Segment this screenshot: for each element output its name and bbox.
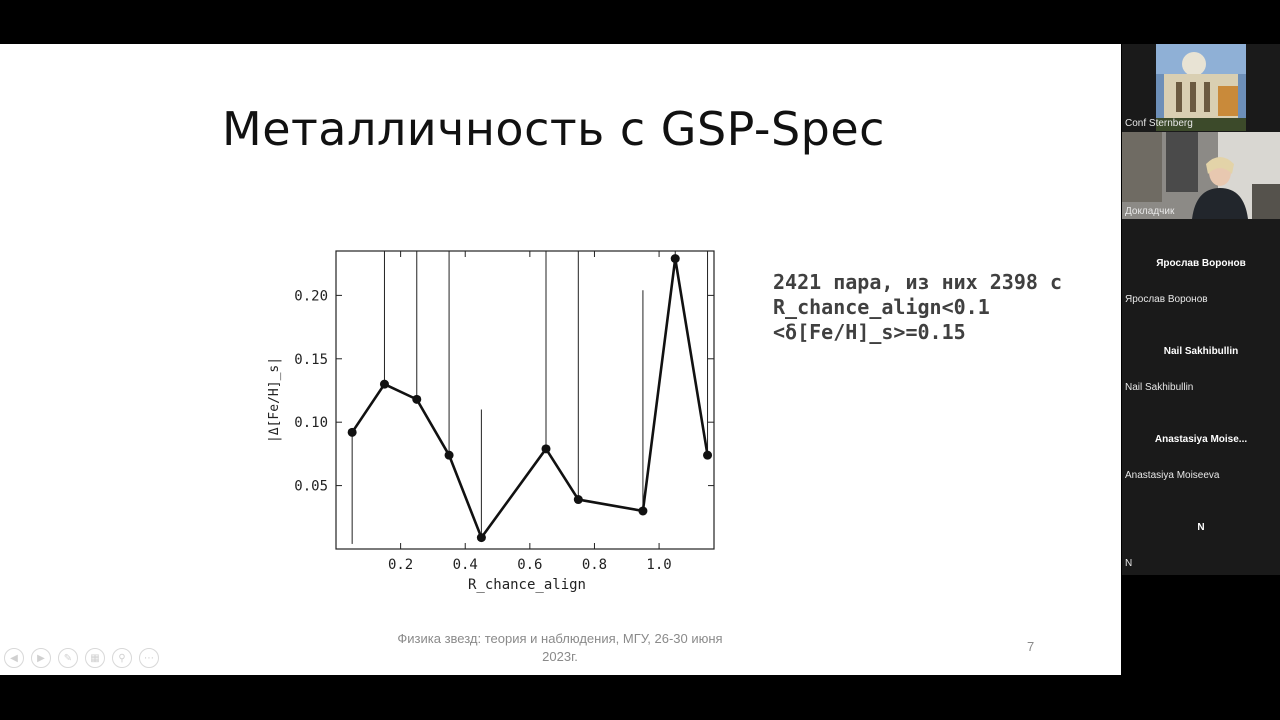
participant-tile-n[interactable]: N N xyxy=(1122,484,1280,571)
pen-icon[interactable]: ✎ xyxy=(58,648,78,668)
presentation-slide: Металличность с GSP-Spec 0.2 0.4 0.6 0.8 1.0… xyxy=(0,44,1121,675)
x-tick-label: 0.6 xyxy=(517,557,542,573)
slides-icon[interactable]: ▦ xyxy=(85,648,105,668)
stats-text: 2421 пара, из них 2398 с R_chance_align<… xyxy=(773,270,1062,345)
participant-display-name: Anastasiya Moise... xyxy=(1154,434,1248,445)
participant-display-name: N xyxy=(1197,522,1205,533)
next-icon[interactable]: ▶ xyxy=(31,648,51,668)
data-point xyxy=(476,533,486,543)
plot-frame xyxy=(335,250,715,550)
y-axis-label: |Δ[Fe/H]_s| xyxy=(267,357,282,443)
x-tick-label: 0.8 xyxy=(582,557,607,573)
slideshow-controls: ◀ ▶ ✎ ▦ ⚲ ⋯ xyxy=(4,648,159,668)
y-tick-label: 0.05 xyxy=(294,479,328,495)
data-point xyxy=(347,427,357,437)
series-line xyxy=(351,257,709,539)
y-tick-label: 0.20 xyxy=(294,288,328,304)
data-point xyxy=(541,444,551,454)
slide-number: 7 xyxy=(1027,639,1035,654)
participant-name: Ярослав Воронов xyxy=(1125,294,1208,305)
participant-name: Nail Sakhibullin xyxy=(1125,382,1194,393)
data-point xyxy=(412,394,422,404)
x-axis-label: R_chance_align xyxy=(468,577,586,593)
x-tick-label: 1.0 xyxy=(646,557,671,573)
participants-panel: Conf Sternberg Докладчик Ярослав Воронов… xyxy=(1122,44,1280,575)
slide-title: Металличность с GSP-Spec xyxy=(222,102,885,156)
data-point xyxy=(379,379,389,389)
participant-display-name: Nail Sakhibullin xyxy=(1163,346,1239,357)
participant-name: Докладчик xyxy=(1125,206,1175,217)
speaker-video-icon xyxy=(1122,132,1280,219)
y-tick-label: 0.15 xyxy=(294,352,328,368)
participant-tile-moiseeva[interactable]: Anastasiya Moise... Anastasiya Moiseeva xyxy=(1122,396,1280,483)
slide-footer: Физика звезд: теория и наблюдения, МГУ, … xyxy=(397,631,723,664)
participant-tile-conf-sternberg[interactable]: Conf Sternberg xyxy=(1122,44,1280,131)
x-tick-label: 0.4 xyxy=(453,557,478,573)
x-tick-label: 0.2 xyxy=(388,557,413,573)
metallicity-chart: 0.2 0.4 0.6 0.8 1.0 0.05 0.10 0.15 0.20 R_chance_… xyxy=(267,250,715,593)
stats-line: R_chance_align<0.1 xyxy=(773,295,990,319)
participant-tile-voronov[interactable]: Ярослав Воронов Ярослав Воронов xyxy=(1122,220,1280,307)
data-point xyxy=(638,506,648,516)
zoom-icon[interactable]: ⚲ xyxy=(112,648,132,668)
participant-tile-speaker[interactable]: Докладчик xyxy=(1122,132,1280,219)
data-point xyxy=(703,450,713,460)
participant-name: Conf Sternberg xyxy=(1125,118,1193,129)
y-tick-label: 0.10 xyxy=(294,415,328,431)
participant-tile-sakhibullin[interactable]: Nail Sakhibullin Nail Sakhibullin xyxy=(1122,308,1280,395)
data-point xyxy=(573,495,583,505)
stats-line: <δ[Fe/H]_s>=0.15 xyxy=(773,320,966,344)
more-icon[interactable]: ⋯ xyxy=(139,648,159,668)
prev-icon[interactable]: ◀ xyxy=(4,648,24,668)
participant-display-name: Ярослав Воронов xyxy=(1156,258,1246,269)
participant-name: N xyxy=(1125,558,1133,569)
participant-name: Anastasiya Moiseeva xyxy=(1125,470,1220,481)
data-point xyxy=(670,254,680,264)
building-video-icon xyxy=(1156,44,1246,131)
data-point xyxy=(444,450,454,460)
stats-line: 2421 пара, из них 2398 с xyxy=(773,270,1062,294)
